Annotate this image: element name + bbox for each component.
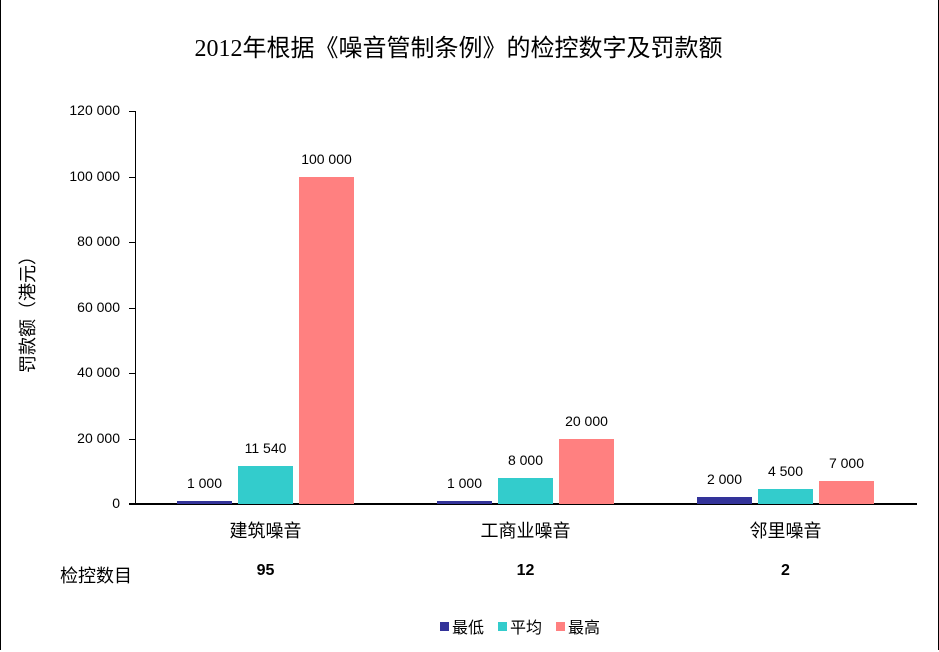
y-axis-label: 罚款额（港元） [18, 247, 38, 373]
count-value: 12 [516, 562, 535, 579]
y-tick [129, 176, 136, 178]
data-label: 1 000 [446, 474, 483, 491]
count-value: 2 [781, 562, 790, 579]
bar [559, 438, 614, 504]
bar [697, 497, 752, 504]
data-label: 2 000 [706, 471, 743, 488]
data-label: 4 500 [767, 463, 804, 480]
category-label: 邻里噪音 [749, 521, 822, 541]
y-tick [129, 373, 136, 374]
y-tick [129, 242, 136, 243]
legend-item: 最高 [556, 614, 600, 638]
data-label: 1 000 [186, 474, 223, 491]
y-tick-label: 120 000 [69, 102, 120, 118]
legend: 最低 平均 最高 [440, 614, 600, 638]
y-tick-label: 60 000 [77, 298, 120, 315]
y-tick [129, 438, 136, 440]
legend-label: 最高 [568, 620, 601, 637]
category-label: 建筑噪音 [229, 521, 302, 541]
y-tick [129, 307, 136, 309]
y-tick [129, 504, 136, 505]
legend-swatch [440, 621, 449, 631]
category-label: 工商业噪音 [480, 521, 571, 541]
y-tick-label: 100 000 [69, 167, 120, 184]
legend-swatch [556, 621, 566, 631]
legend-label: 平均 [510, 620, 543, 637]
data-label: 11 540 [244, 440, 287, 457]
data-label: 8 000 [507, 451, 544, 468]
y-tick-label: 80 000 [77, 233, 120, 249]
bar [758, 489, 813, 504]
legend-label: 最低 [452, 620, 485, 637]
y-tick-label: 20 000 [77, 429, 120, 446]
y-tick [129, 111, 136, 112]
count-value: 95 [256, 562, 275, 579]
data-label: 100 000 [301, 150, 352, 167]
legend-swatch [498, 621, 508, 631]
bar [177, 500, 232, 504]
bar [498, 477, 553, 504]
bar [238, 466, 293, 504]
legend-item: 最低 [440, 614, 484, 638]
data-label: 7 000 [828, 455, 865, 472]
bar [299, 176, 354, 504]
y-tick-label: 40 000 [77, 364, 120, 380]
bar [437, 500, 492, 504]
y-tick-label: 0 [112, 495, 120, 511]
count-row-label: 检控数目 [60, 566, 132, 586]
bar [819, 481, 874, 504]
x-axis [129, 503, 917, 505]
legend-item: 平均 [498, 614, 542, 638]
data-label: 20 000 [565, 412, 608, 429]
chart-title: 2012年根据《噪音管制条例》的检控数字及罚款额 [194, 36, 723, 62]
